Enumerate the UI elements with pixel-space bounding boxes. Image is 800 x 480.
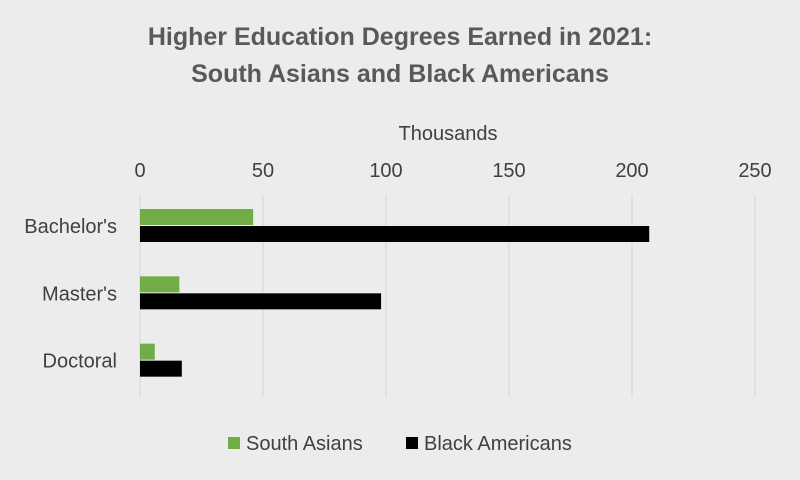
bar-black-americans-masters <box>140 293 382 310</box>
legend-label: South Asians <box>246 433 363 455</box>
bar-south-asians-doctoral <box>140 343 155 360</box>
chart-title: Higher Education Degrees Earned in 2021:… <box>148 23 652 88</box>
x-tick-label: 50 <box>252 160 274 182</box>
legend-swatch-black-americans <box>406 437 418 449</box>
x-axis-title: Thousands <box>399 123 498 145</box>
legend-label: Black Americans <box>424 433 572 455</box>
bar-black-americans-bachelors <box>140 226 650 242</box>
x-axis-ticks: 0 50 100 150 200 250 <box>134 160 771 182</box>
bar-black-americans-doctoral <box>140 360 182 377</box>
category-label: Master's <box>42 283 117 305</box>
chart-title-line-2: South Asians and Black Americans <box>191 60 609 88</box>
legend-swatch-south-asians <box>228 437 240 449</box>
legend: South Asians Black Americans <box>228 433 572 455</box>
category-label: Bachelor's <box>24 216 117 238</box>
x-tick-label: 150 <box>492 160 525 182</box>
category-label: Doctoral <box>43 351 117 373</box>
x-tick-label: 0 <box>134 160 145 182</box>
x-tick-label: 100 <box>369 160 402 182</box>
bar-south-asians-bachelors <box>140 209 254 225</box>
x-tick-label: 200 <box>615 160 648 182</box>
y-axis-categories: Bachelor's Master's Doctoral <box>24 216 117 373</box>
x-tick-label: 250 <box>738 160 771 182</box>
bars <box>140 209 650 377</box>
bar-south-asians-masters <box>140 276 180 293</box>
chart-title-line-1: Higher Education Degrees Earned in 2021: <box>148 23 652 51</box>
